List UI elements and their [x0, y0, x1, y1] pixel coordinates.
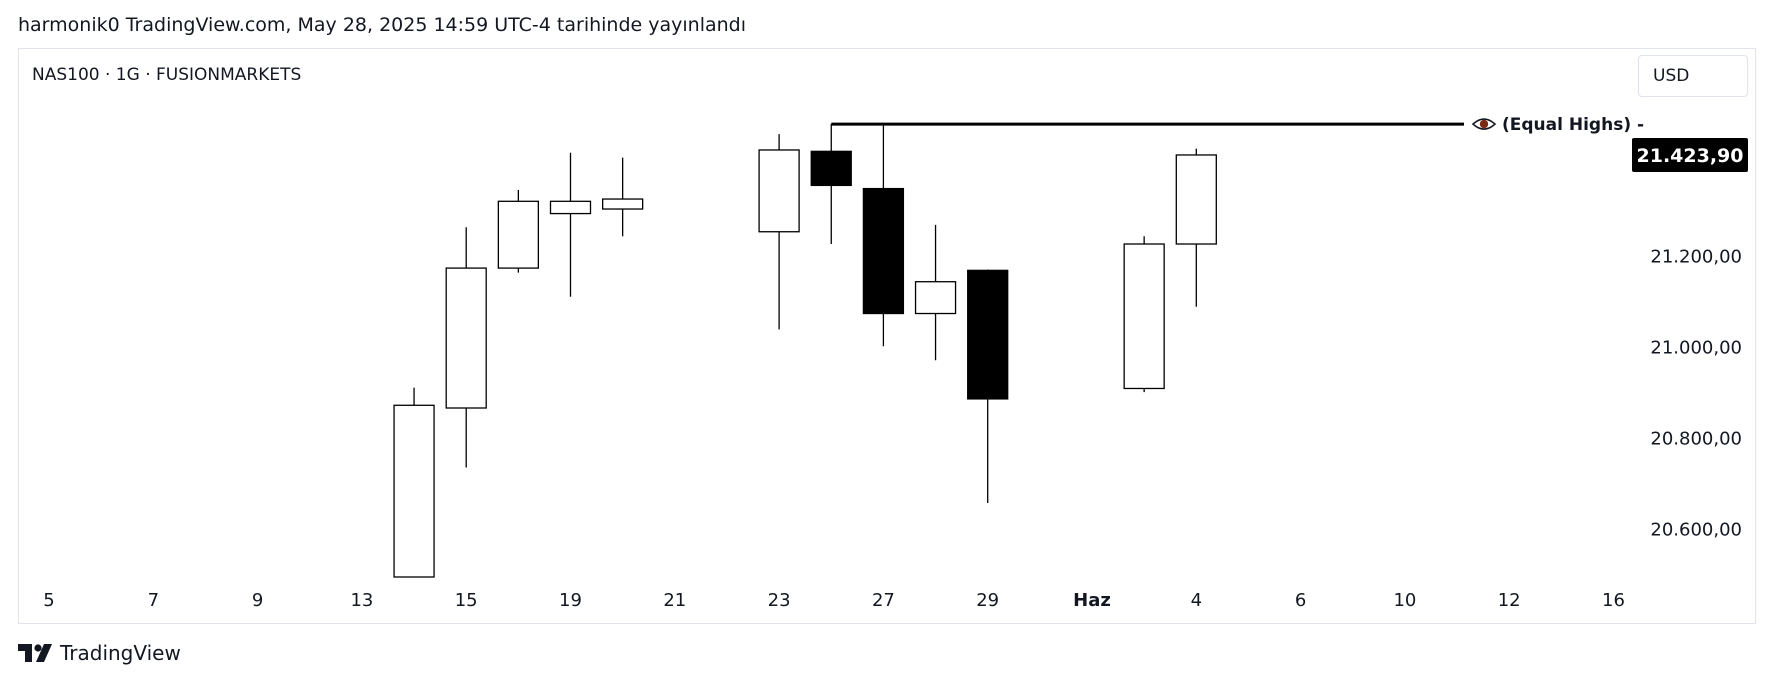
symbol-label[interactable]: NAS100 · 1G · FUSIONMARKETS — [32, 65, 302, 85]
candle-body-up[interactable] — [393, 404, 435, 578]
x-tick-label: 27 — [872, 590, 895, 611]
x-tick-label: 23 — [768, 590, 791, 611]
x-tick-label: 4 — [1191, 590, 1202, 611]
x-tick-label: 6 — [1295, 590, 1306, 611]
candle-body-up[interactable] — [1123, 243, 1165, 390]
x-tick-label: 12 — [1498, 590, 1521, 611]
y-tick-label: 20.600,00 — [1650, 519, 1742, 540]
candle-body-up[interactable] — [549, 200, 592, 215]
x-tick-label: 7 — [148, 590, 159, 611]
candle-body-up[interactable] — [1175, 154, 1217, 245]
y-tick-label: 20.800,00 — [1650, 428, 1742, 449]
x-tick-label: 21 — [663, 590, 686, 611]
x-tick-label: 13 — [350, 590, 373, 611]
x-tick-label: 15 — [455, 590, 478, 611]
candle-body-down[interactable] — [862, 187, 905, 315]
y-tick-label: 21.000,00 — [1650, 338, 1742, 359]
eye-icon-pupil — [1479, 119, 1489, 129]
tradingview-logo[interactable]: TradingView — [18, 641, 181, 665]
currency-selector[interactable]: USD — [1638, 55, 1748, 97]
x-tick-label: Haz — [1073, 590, 1111, 611]
equal-highs-label[interactable]: (Equal Highs) - — [1502, 115, 1644, 135]
chart-frame — [18, 48, 1756, 624]
y-tick-label: 21.200,00 — [1650, 247, 1742, 268]
candle-body-up[interactable] — [758, 149, 800, 233]
last-price-label: 21.423,90 — [1637, 145, 1744, 167]
tradingview-logo-icon — [18, 644, 52, 662]
candle-body-down[interactable] — [810, 150, 852, 187]
tradingview-logo-text: TradingView — [60, 641, 181, 665]
candle-body-up[interactable] — [445, 267, 487, 409]
x-tick-label: 16 — [1602, 590, 1625, 611]
published-caption: harmonik0 TradingView.com, May 28, 2025 … — [18, 14, 747, 36]
x-tick-label: 29 — [976, 590, 999, 611]
candle-body-up[interactable] — [602, 198, 644, 210]
x-tick-label: 19 — [559, 590, 582, 611]
x-tick-label: 9 — [252, 590, 263, 611]
x-tick-label: 10 — [1393, 590, 1416, 611]
candle-body-up[interactable] — [497, 200, 540, 269]
candle-body-up[interactable] — [914, 281, 957, 315]
last-price-badge — [1632, 138, 1748, 173]
candle-body-down[interactable] — [967, 269, 1009, 400]
x-tick-label: 5 — [43, 590, 54, 611]
